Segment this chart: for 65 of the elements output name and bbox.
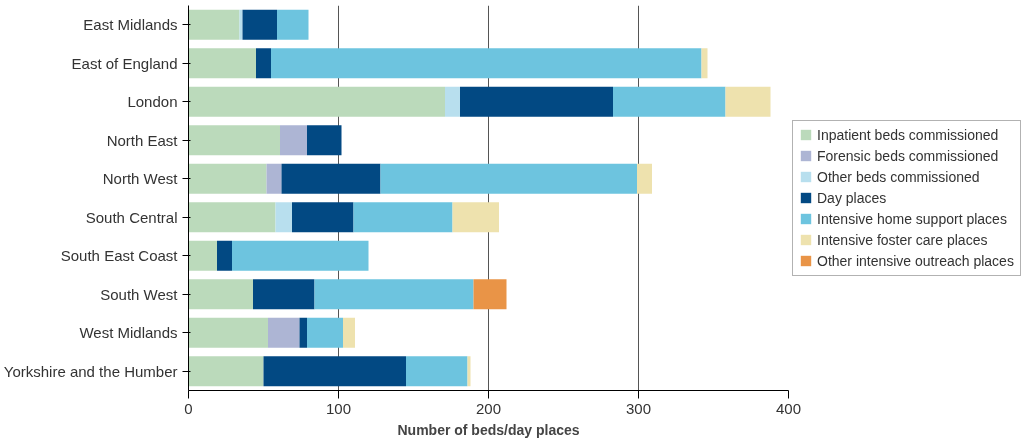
y-tick-label: London: [127, 93, 178, 111]
bar: [242, 9, 277, 40]
x-tick-label: 100: [325, 399, 352, 417]
x-axis-title: Number of beds/day places: [397, 421, 580, 438]
y-tick-label: North East: [106, 131, 179, 149]
y-tick-label: West Midlands: [79, 324, 178, 342]
bar: [307, 317, 343, 348]
bar: [299, 317, 307, 348]
legend-label: Inpatient beds commissioned: [817, 126, 999, 143]
bar: [701, 48, 708, 79]
bar: [467, 356, 471, 387]
bar: [280, 125, 307, 156]
bar: [188, 9, 240, 40]
legend-label: Intensive foster care places: [817, 231, 988, 248]
bar: [256, 48, 271, 79]
x-tick-label: 300: [625, 399, 652, 417]
bar: [292, 202, 354, 233]
x-tick-label: 400: [775, 399, 802, 417]
x-tick-label: 200: [475, 399, 502, 417]
bar: [188, 240, 217, 271]
bar: [188, 356, 264, 387]
bar: [406, 356, 468, 387]
bar: [613, 86, 726, 117]
bar: [217, 240, 232, 271]
bar: [188, 202, 276, 233]
bar: [353, 202, 453, 233]
y-tick-label: South East Coast: [60, 247, 179, 265]
bar: [263, 356, 406, 387]
bar: [188, 48, 256, 79]
y-tick-label: North West: [102, 170, 179, 188]
y-tick-label: Yorkshire and the Humber: [3, 362, 178, 380]
x-tick-label: 0: [184, 399, 193, 417]
bar: [445, 86, 460, 117]
legend-label: Intensive home support places: [817, 210, 1007, 227]
bar: [314, 279, 474, 310]
y-tick-label: East of England: [71, 54, 178, 72]
bar: [307, 125, 342, 156]
bar: [460, 86, 613, 117]
bar: [343, 317, 355, 348]
bar: [232, 240, 369, 271]
bar: [188, 125, 280, 156]
bar: [380, 163, 637, 194]
bar: [637, 163, 652, 194]
bar: [281, 163, 381, 194]
bar: [452, 202, 499, 233]
bar: [266, 163, 282, 194]
bar: [188, 279, 253, 310]
bar: [253, 279, 315, 310]
legend-label: Other intensive outreach places: [817, 252, 1014, 269]
legend-label: Day places: [817, 189, 887, 206]
bar: [725, 86, 771, 117]
bar: [473, 279, 507, 310]
bar: [188, 163, 267, 194]
y-tick-label: East Midlands: [83, 16, 178, 34]
bar: [277, 9, 309, 40]
bar: [268, 317, 300, 348]
legend-label: Forensic beds commissioned: [817, 147, 999, 164]
bar: [188, 86, 445, 117]
legend-label: Other beds commissioned: [817, 168, 980, 185]
bar: [239, 9, 243, 40]
bar: [188, 317, 268, 348]
y-tick-label: South Central: [85, 208, 178, 226]
bar: [275, 202, 292, 233]
bar: [271, 48, 702, 79]
y-tick-label: South West: [100, 285, 179, 303]
